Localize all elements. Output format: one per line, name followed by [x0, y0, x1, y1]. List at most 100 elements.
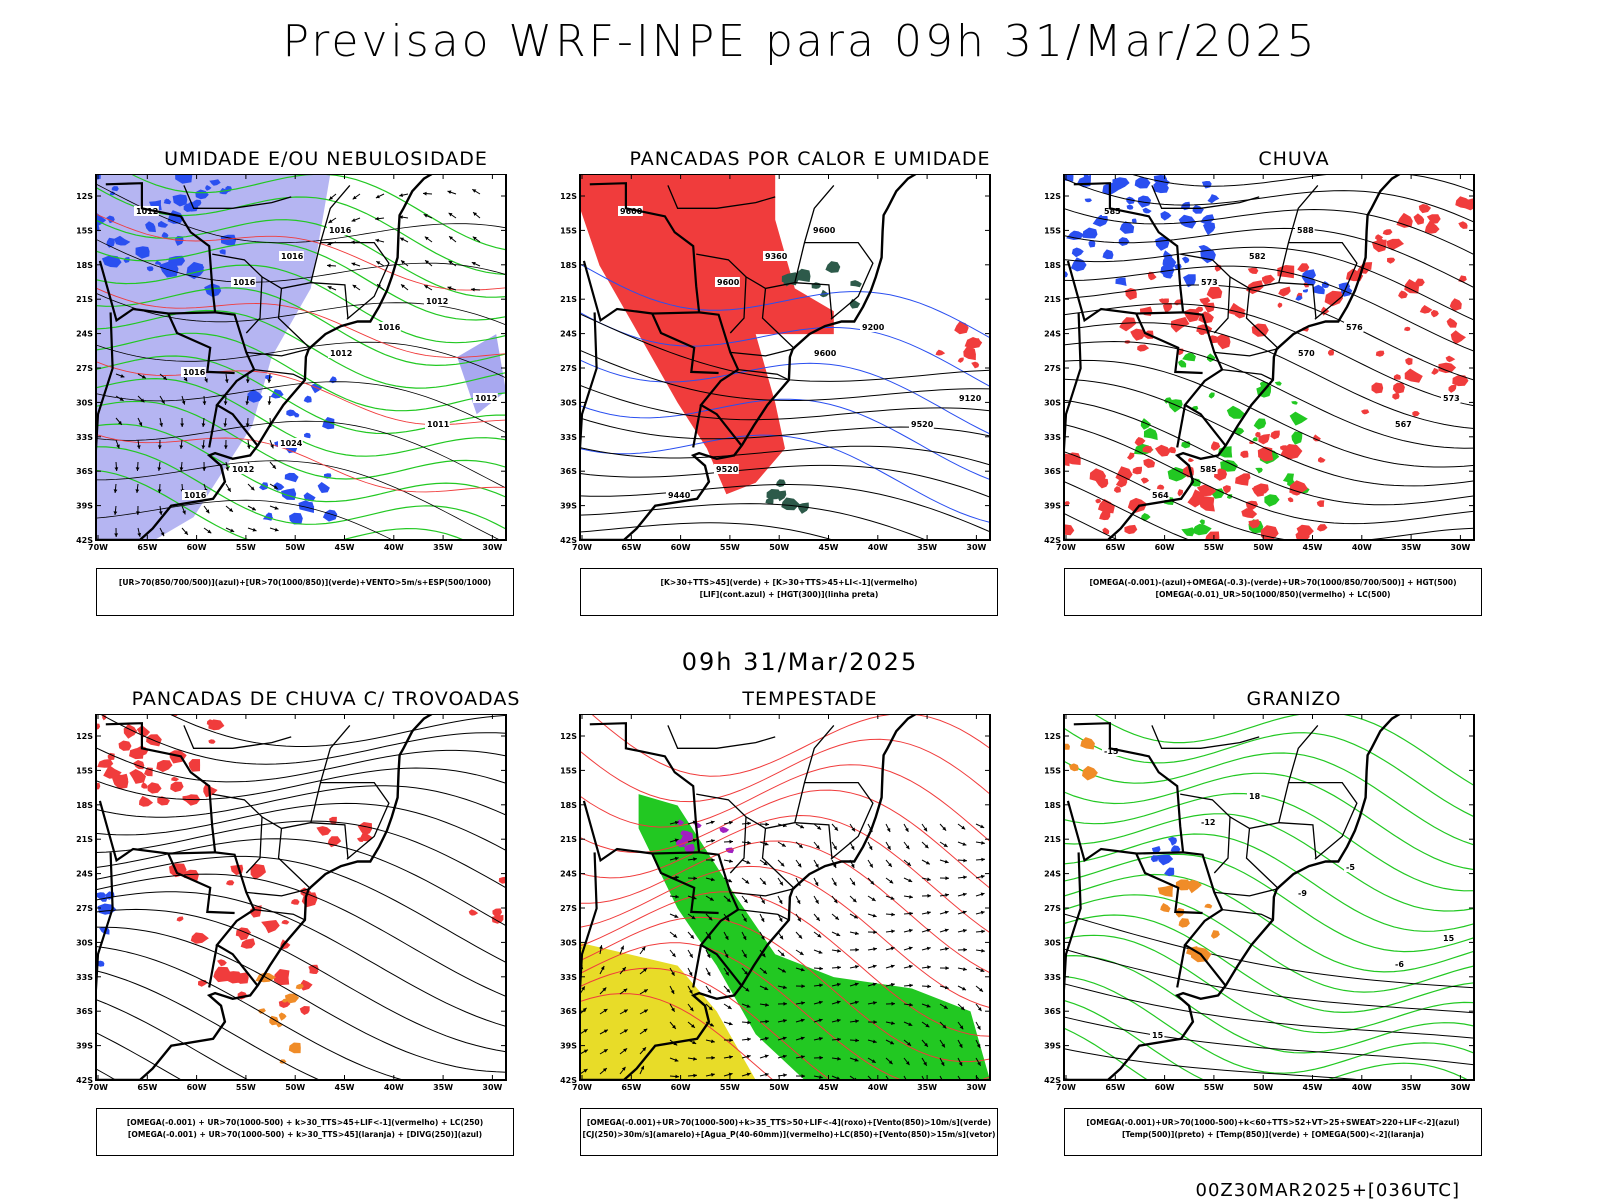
lon-label: 30W: [966, 1083, 986, 1092]
contour-label: 9520: [911, 420, 934, 429]
lat-label: 12S: [1044, 732, 1061, 741]
lon-label: 40W: [868, 1083, 888, 1092]
contour-label: 1016: [184, 491, 207, 500]
legend-line: [OMEGA(-0.001)+UR>70(1000-500)+k>35_TTS>…: [581, 1117, 997, 1129]
lat-label: 18S: [1044, 261, 1061, 270]
lon-label: 40W: [1352, 1083, 1372, 1092]
lat-label: 21S: [76, 835, 93, 844]
lat-label: 24S: [76, 330, 93, 339]
contour-label: 564: [1152, 491, 1169, 500]
lon-label: 50W: [285, 1083, 305, 1092]
lon-label: 55W: [720, 543, 740, 552]
contour-label: 1016: [233, 278, 256, 287]
legend-box: [OMEGA(-0.001)-(azul)+OMEGA(-0.3)-(verde…: [1064, 568, 1482, 616]
lat-label: 36S: [1044, 467, 1061, 476]
lat-label: 30S: [560, 398, 577, 407]
contour-label: 567: [1395, 420, 1412, 429]
contour-label: 1012: [330, 349, 352, 358]
contour-label: 1016: [183, 368, 206, 377]
contour-label: 9600: [717, 278, 740, 287]
page-title: Previsao WRF-INPE para 09h 31/Mar/2025: [0, 16, 1600, 67]
contour-label: 585: [1200, 465, 1217, 474]
lat-label: 30S: [560, 938, 577, 947]
legend-line: [K>30+TTS>45](verde) + [K>30+TTS>45+LI<-…: [581, 577, 997, 589]
panel-title: GRANIZO: [1044, 688, 1544, 710]
lon-label: 65W: [1105, 1083, 1125, 1092]
contour-label: 570: [1298, 349, 1315, 358]
lon-label: 60W: [671, 543, 691, 552]
lat-label: 27S: [560, 364, 577, 373]
lat-label: 39S: [1044, 502, 1061, 511]
lon-label: 40W: [1352, 543, 1372, 552]
lat-label: 36S: [1044, 1007, 1061, 1016]
lat-label: 27S: [1044, 364, 1061, 373]
lat-label: 24S: [1044, 870, 1061, 879]
lon-label: 35W: [917, 1083, 937, 1092]
lon-label: 65W: [137, 543, 157, 552]
contour-label: -6: [1395, 960, 1404, 969]
legend-line: [Temp(500)](preto) + [Temp(850)](verde) …: [1065, 1129, 1481, 1141]
contour-label: 9600: [813, 226, 836, 235]
panel-title: PANCADAS POR CALOR E UMIDADE: [560, 148, 1060, 170]
map-layer: [76, 714, 509, 1114]
legend-line: [LIF](cont.azul) + [HGT(300)](linha pret…: [581, 589, 997, 601]
lon-label: 40W: [384, 543, 404, 552]
lat-label: 18S: [560, 261, 577, 270]
lon-label: 70W: [1056, 1083, 1076, 1092]
lon-label: 55W: [236, 543, 256, 552]
map-umidade: 1012101610121011101610161016101210121016…: [76, 174, 576, 574]
lat-label: 21S: [1044, 835, 1061, 844]
contour-label: 9600: [814, 349, 837, 358]
lat-label: 21S: [1044, 295, 1061, 304]
lon-label: 50W: [1253, 1083, 1273, 1092]
contour-label: 9520: [716, 465, 739, 474]
lat-label: 36S: [76, 467, 93, 476]
map-layer: [560, 714, 990, 1114]
lon-label: 45W: [819, 1083, 839, 1092]
lat-label: 30S: [1044, 398, 1061, 407]
contour-label: 15: [1443, 934, 1455, 943]
panel-title: PANCADAS DE CHUVA C/ TROVOADAS: [76, 688, 576, 710]
lon-label: 30W: [482, 543, 502, 552]
lat-label: 39S: [1044, 1042, 1061, 1051]
contour-label: 1012: [232, 465, 254, 474]
contour-label: 1016: [378, 323, 401, 332]
legend-line: [OMEGA(-0.001)+UR>70(1000-500)+k<60+TTS>…: [1065, 1117, 1481, 1129]
legend-box: [OMEGA(-0.001) + UR>70(1000-500) + k>30_…: [96, 1108, 514, 1156]
lon-label: 70W: [88, 1083, 108, 1092]
lon-label: 55W: [236, 1083, 256, 1092]
lon-label: 70W: [1056, 543, 1076, 552]
lon-label: 60W: [1155, 543, 1175, 552]
lat-label: 24S: [76, 870, 93, 879]
lat-label: 33S: [560, 973, 577, 982]
lat-label: 24S: [560, 870, 577, 879]
map-chuva: 58557357056756458257657358558812S15S18S2…: [1044, 174, 1544, 574]
lat-label: 27S: [560, 904, 577, 913]
map-pancadas-calor: 9600960096009520944093609200912095209600…: [560, 174, 1060, 574]
lat-label: 15S: [1044, 766, 1061, 775]
contour-label: 1012: [426, 297, 448, 306]
lon-label: 50W: [1253, 543, 1273, 552]
lon-label: 60W: [187, 1083, 207, 1092]
lat-label: 33S: [560, 433, 577, 442]
lat-label: 39S: [76, 502, 93, 511]
lat-label: 27S: [76, 904, 93, 913]
lon-label: 60W: [671, 1083, 691, 1092]
contour-label: 9440: [668, 491, 691, 500]
lat-label: 18S: [1044, 801, 1061, 810]
lat-label: 21S: [560, 295, 577, 304]
contour-label: 573: [1443, 394, 1460, 403]
lon-label: 65W: [621, 543, 641, 552]
lat-label: 36S: [560, 467, 577, 476]
panel-title: TEMPESTADE: [560, 688, 1060, 710]
lat-label: 27S: [1044, 904, 1061, 913]
lon-label: 35W: [433, 543, 453, 552]
lon-label: 30W: [482, 1083, 502, 1092]
lon-label: 50W: [285, 543, 305, 552]
lon-label: 30W: [1450, 1083, 1470, 1092]
lon-label: 60W: [1155, 1083, 1175, 1092]
contour-label: 1012: [475, 394, 497, 403]
lat-label: 39S: [560, 1042, 577, 1051]
lat-label: 30S: [76, 938, 93, 947]
